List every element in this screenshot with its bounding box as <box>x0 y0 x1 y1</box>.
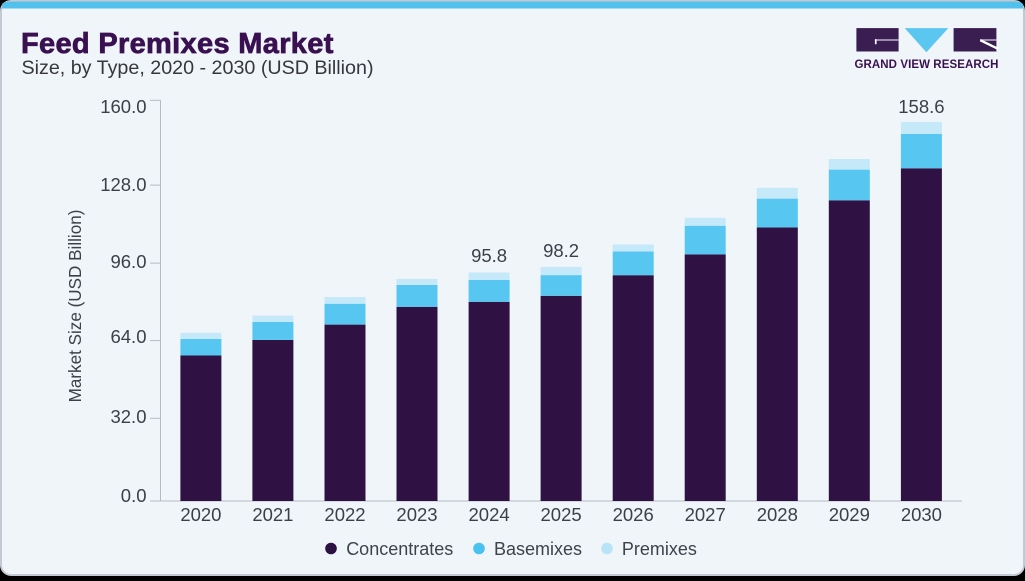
svg-text:95.8: 95.8 <box>471 245 507 266</box>
svg-text:2028: 2028 <box>757 504 798 525</box>
svg-text:98.2: 98.2 <box>543 240 579 261</box>
svg-text:32.0: 32.0 <box>110 406 146 427</box>
svg-text:0.0: 0.0 <box>121 485 147 506</box>
svg-text:2030: 2030 <box>901 504 942 525</box>
svg-text:160.0: 160.0 <box>100 96 146 117</box>
svg-text:2025: 2025 <box>541 504 582 525</box>
svg-text:2026: 2026 <box>613 504 654 525</box>
svg-text:96.0: 96.0 <box>110 251 146 272</box>
svg-text:128.0: 128.0 <box>100 174 146 195</box>
svg-text:GRAND VIEW RESEARCH: GRAND VIEW RESEARCH <box>854 59 998 71</box>
svg-text:2021: 2021 <box>252 504 293 525</box>
svg-text:Premixes: Premixes <box>622 539 697 559</box>
svg-text:2022: 2022 <box>324 504 365 525</box>
svg-text:2024: 2024 <box>469 504 510 525</box>
svg-text:Size, by Type, 2020 - 2030 (US: Size, by Type, 2020 - 2030 (USD Billion) <box>22 57 374 79</box>
svg-text:2027: 2027 <box>685 504 726 525</box>
svg-text:158.6: 158.6 <box>898 96 944 117</box>
svg-text:2029: 2029 <box>829 504 870 525</box>
svg-text:Feed Premixes Market: Feed Premixes Market <box>21 28 334 60</box>
svg-text:Concentrates: Concentrates <box>346 539 453 559</box>
svg-text:2020: 2020 <box>180 504 221 525</box>
svg-text:64.0: 64.0 <box>110 326 146 347</box>
svg-text:Basemixes: Basemixes <box>494 539 582 559</box>
svg-text:Market Size (USD Billion): Market Size (USD Billion) <box>66 210 85 403</box>
svg-text:2023: 2023 <box>396 504 437 525</box>
